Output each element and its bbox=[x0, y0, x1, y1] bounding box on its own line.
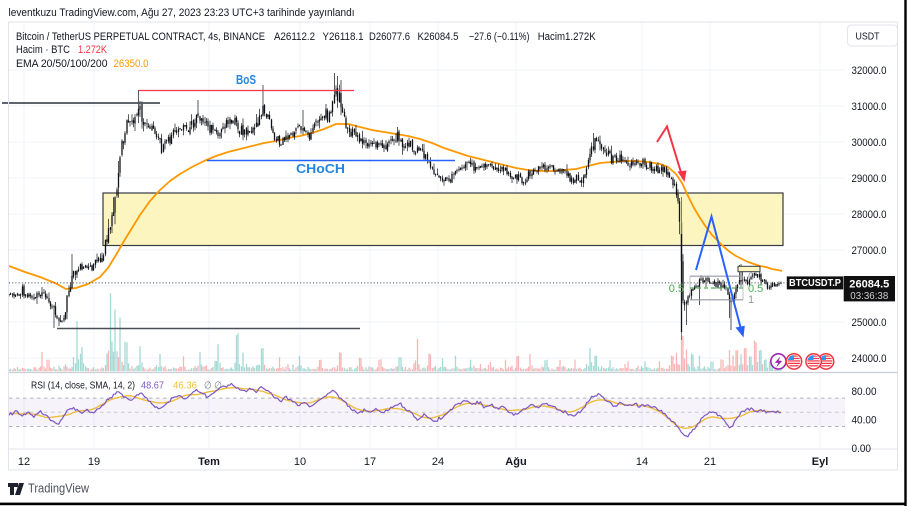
svg-text:Ağu: Ağu bbox=[505, 456, 526, 468]
svg-text:27000.0: 27000.0 bbox=[852, 245, 887, 257]
svg-text:BTCUSDT.P: BTCUSDT.P bbox=[789, 278, 841, 289]
svg-text:24: 24 bbox=[432, 456, 444, 468]
svg-text:12: 12 bbox=[18, 456, 30, 468]
svg-text:40.00: 40.00 bbox=[852, 414, 877, 426]
svg-text:28000.0: 28000.0 bbox=[852, 209, 887, 221]
svg-text:1: 1 bbox=[748, 294, 754, 306]
svg-text:1.272K: 1.272K bbox=[78, 44, 108, 56]
svg-text:EMA 20/50/100/200: EMA 20/50/100/200 bbox=[16, 58, 108, 70]
svg-text:14: 14 bbox=[636, 456, 648, 468]
svg-text:Eyl: Eyl bbox=[812, 456, 829, 468]
svg-text:48.67: 48.67 bbox=[141, 381, 164, 392]
svg-text:Hacim1.272K: Hacim1.272K bbox=[538, 31, 597, 43]
svg-text:Tem: Tem bbox=[198, 456, 220, 468]
svg-text:46.36: 46.36 bbox=[173, 381, 197, 392]
svg-text:CHoCH: CHoCH bbox=[296, 162, 345, 176]
svg-text:26084.5: 26084.5 bbox=[849, 279, 889, 291]
svg-text:−27.6 (−0.11%): −27.6 (−0.11%) bbox=[469, 31, 530, 43]
svg-text:25000.0: 25000.0 bbox=[852, 317, 887, 329]
svg-text:10: 10 bbox=[294, 456, 306, 468]
svg-text:Y26118.1: Y26118.1 bbox=[323, 31, 364, 43]
svg-text:RSI (14, close, SMA, 14, 2): RSI (14, close, SMA, 14, 2) bbox=[31, 381, 135, 392]
svg-text:03:36:38: 03:36:38 bbox=[850, 291, 888, 302]
svg-text:24000.0: 24000.0 bbox=[852, 353, 887, 365]
svg-text:BoS: BoS bbox=[236, 73, 256, 87]
svg-text:USDT: USDT bbox=[856, 31, 880, 43]
svg-text:K26084.5: K26084.5 bbox=[418, 31, 459, 43]
svg-text:26350.0: 26350.0 bbox=[114, 58, 149, 70]
svg-text:D26077.6: D26077.6 bbox=[369, 31, 410, 43]
svg-text:Hacim · BTC: Hacim · BTC bbox=[16, 44, 70, 56]
svg-text:32000.0: 32000.0 bbox=[852, 65, 887, 77]
svg-text:80.00: 80.00 bbox=[852, 386, 877, 398]
svg-text:17: 17 bbox=[364, 456, 376, 468]
svg-text:30000.0: 30000.0 bbox=[852, 137, 887, 149]
svg-text:29000.0: 29000.0 bbox=[852, 173, 887, 185]
svg-text:A26112.2: A26112.2 bbox=[274, 31, 315, 43]
svg-text:19: 19 bbox=[88, 456, 100, 468]
svg-text:leventkuzu TradingView.com, Ağ: leventkuzu TradingView.com, Ağu 27, 2023… bbox=[9, 7, 355, 19]
svg-text:0.5: 0.5 bbox=[669, 283, 684, 295]
svg-text:21: 21 bbox=[704, 456, 716, 468]
svg-text:0.00: 0.00 bbox=[852, 443, 872, 455]
svg-text:0.5: 0.5 bbox=[748, 283, 763, 295]
svg-text:∅ ∅: ∅ ∅ bbox=[204, 381, 222, 392]
svg-text:0: 0 bbox=[748, 271, 754, 283]
svg-text:31000.0: 31000.0 bbox=[852, 101, 887, 113]
svg-text:Bitcoin / TetherUS PERPETUAL C: Bitcoin / TetherUS PERPETUAL CONTRACT, 4… bbox=[16, 31, 265, 43]
svg-text:TradingView: TradingView bbox=[28, 482, 90, 496]
